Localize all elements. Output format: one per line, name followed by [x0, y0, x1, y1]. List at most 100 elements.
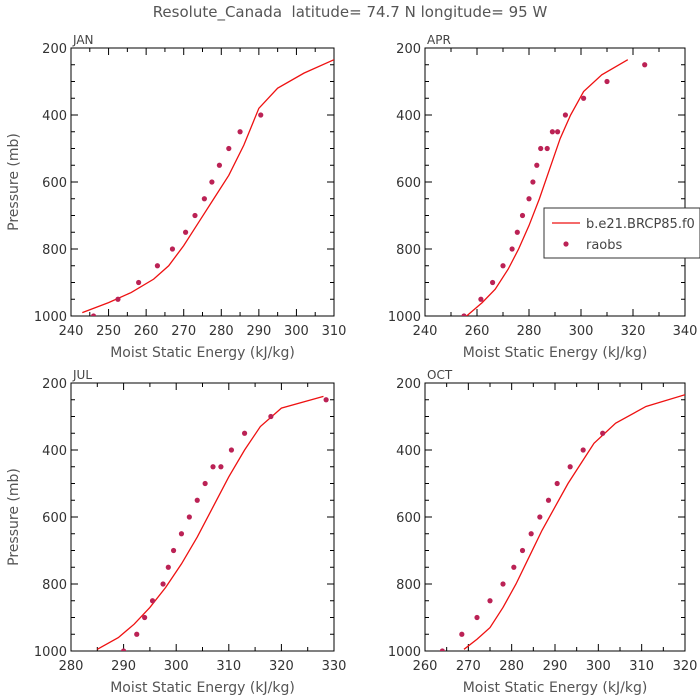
series-group	[439, 394, 685, 651]
x-tick-label: 280	[59, 659, 84, 674]
raobs-point	[226, 145, 232, 152]
y-tick-label: 800	[396, 243, 421, 258]
model-line	[96, 395, 324, 650]
raobs-point	[90, 313, 97, 316]
x-tick-label: 260	[413, 659, 438, 674]
y-tick-label: 400	[42, 444, 67, 459]
panel-oct: 260 270 280 290 300 310 320 200 400 600 800 1000 OCT…	[388, 368, 698, 696]
raobs-point	[202, 480, 208, 487]
raobs-point	[134, 631, 140, 637]
raobs-point	[567, 464, 573, 470]
raobs-point	[538, 145, 544, 152]
raobs-point	[544, 145, 550, 152]
raobs-point	[194, 497, 200, 503]
raobs-point	[534, 162, 540, 168]
raobs-point	[581, 95, 587, 101]
x-tick-label: 270	[171, 324, 196, 339]
x-tick-label: 270	[456, 659, 481, 674]
y-tick-label: 400	[396, 444, 421, 459]
y-tick-label: 200	[396, 42, 421, 57]
raobs-point	[545, 497, 552, 503]
raobs-point	[121, 648, 127, 651]
panel-label: JUL	[72, 368, 92, 382]
x-tick-label: 280	[209, 324, 234, 339]
panel-label: APR	[427, 33, 451, 47]
x-tick-label: 260	[134, 324, 159, 339]
raobs-point	[216, 162, 223, 168]
raobs-point	[487, 598, 493, 604]
x-tick-label: 290	[543, 659, 568, 674]
raobs-point	[160, 581, 166, 587]
raobs-point	[228, 447, 235, 453]
plot-frame	[70, 382, 335, 652]
raobs-point	[514, 229, 520, 235]
y-axis-label: Pressure (mb)	[6, 133, 22, 231]
panel-label: JAN	[72, 33, 94, 47]
x-axis-label: Moist Static Energy (kJ/kg)	[110, 680, 295, 696]
y-tick-label: 200	[42, 42, 67, 57]
x-tick-label: 340	[673, 324, 698, 339]
raobs-point	[136, 279, 142, 286]
x-tick-label: 320	[269, 659, 294, 674]
raobs-point	[500, 263, 506, 269]
raobs-point	[115, 296, 121, 302]
raobs-point	[530, 179, 536, 185]
legend-box	[543, 207, 700, 259]
x-tick-label: 290	[246, 324, 271, 339]
model-line	[463, 394, 685, 650]
x-tick-label: 250	[96, 324, 121, 339]
raobs-point	[528, 531, 534, 537]
y-tick-label: 1000	[388, 645, 421, 660]
raobs-point	[461, 313, 467, 316]
x-tick-label: 280	[499, 659, 524, 674]
x-tick-label: 300	[284, 324, 309, 339]
raobs-point	[241, 430, 248, 436]
raobs-point	[459, 631, 465, 637]
y-tick-label: 200	[396, 377, 421, 392]
raobs-point	[258, 112, 264, 118]
raobs-point	[186, 514, 192, 520]
raobs-point	[268, 413, 274, 420]
raobs-point	[182, 229, 189, 235]
y-axis-label: Pressure (mb)	[6, 468, 22, 566]
y-tick-label: 400	[396, 109, 421, 124]
x-axis-label: Moist Static Energy (kJ/kg)	[110, 345, 295, 361]
raobs-point	[237, 129, 243, 135]
x-tick-label: 300	[569, 324, 594, 339]
panel-jul: 280 290 300 310 320 330 200 400 600 800 1000 JUL Moi…	[6, 368, 346, 696]
raobs-point	[192, 212, 198, 219]
x-tick-label: 290	[111, 659, 136, 674]
raobs-point	[323, 397, 329, 403]
raobs-point	[478, 296, 484, 302]
model-line	[466, 59, 629, 316]
x-tick-label: 240	[413, 324, 438, 339]
y-tick-label: 600	[396, 176, 421, 191]
raobs-point	[604, 78, 610, 85]
raobs-point	[169, 246, 176, 252]
x-axis-label: Moist Static Energy (kJ/kg)	[463, 345, 648, 361]
legend-point-swatch	[563, 241, 569, 247]
raobs-point	[555, 129, 561, 135]
x-tick-label: 310	[216, 659, 241, 674]
raobs-point	[600, 430, 606, 436]
raobs-point	[519, 212, 526, 219]
y-tick-label: 600	[42, 176, 67, 191]
raobs-point	[500, 581, 506, 587]
raobs-point	[210, 464, 216, 470]
y-tick-label: 200	[42, 377, 67, 392]
raobs-point	[526, 196, 532, 202]
raobs-point	[170, 547, 177, 554]
raobs-point	[209, 179, 215, 185]
x-tick-label: 260	[465, 324, 490, 339]
y-tick-label: 1000	[388, 310, 421, 325]
y-tick-label: 800	[42, 243, 67, 258]
x-tick-label: 240	[59, 324, 84, 339]
raobs-point	[149, 598, 156, 604]
raobs-point	[201, 196, 207, 202]
raobs-point	[178, 531, 185, 537]
raobs-point	[474, 614, 480, 621]
panel-jan: 240 250 260 270 280 290 300 310 200 400 600 800 1000…	[6, 33, 346, 361]
raobs-point	[218, 464, 224, 470]
raobs-point	[165, 564, 171, 570]
